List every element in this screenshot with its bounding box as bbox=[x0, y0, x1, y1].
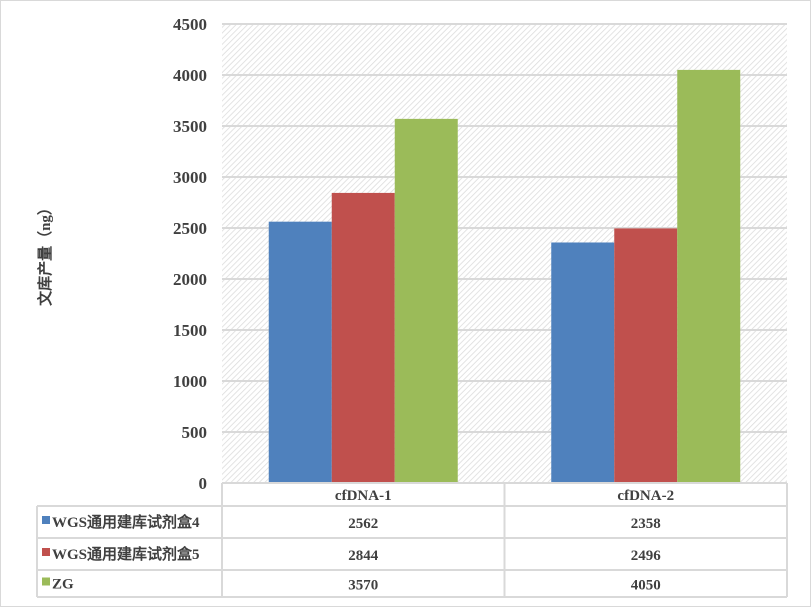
table-value: 2562 bbox=[348, 516, 378, 532]
legend-key bbox=[42, 516, 50, 524]
legend-label: WGS通用建库试剂盒4 bbox=[52, 513, 200, 531]
legend-label: ZG bbox=[52, 577, 74, 593]
y-tick-label: 500 bbox=[182, 423, 208, 442]
category-label: cfDNA-2 bbox=[617, 488, 674, 504]
table-value: 3570 bbox=[348, 578, 378, 594]
y-tick-label: 2000 bbox=[173, 270, 207, 289]
bar-WGS通用建库试剂盒4-cfDNA-1 bbox=[268, 221, 332, 483]
table-value: 2496 bbox=[631, 548, 662, 564]
y-axis-label: 文库产量（ng） bbox=[36, 200, 54, 306]
bar-ZG-cfDNA-1 bbox=[394, 118, 458, 484]
bar-WGS通用建库试剂盒4-cfDNA-2 bbox=[551, 242, 615, 483]
table-value: 4050 bbox=[631, 578, 661, 594]
y-tick-label: 3000 bbox=[173, 168, 207, 187]
bar-WGS通用建库试剂盒5-cfDNA-1 bbox=[331, 192, 395, 484]
y-tick-label: 1500 bbox=[173, 321, 207, 340]
y-tick-label: 1000 bbox=[173, 372, 207, 391]
legend-key bbox=[42, 548, 50, 556]
bar-ZG-cfDNA-2 bbox=[677, 69, 741, 484]
legend-key bbox=[42, 577, 50, 586]
table-value: 2844 bbox=[348, 548, 379, 564]
y-tick-label: 0 bbox=[199, 474, 208, 493]
category-label: cfDNA-1 bbox=[335, 488, 392, 504]
table-value: 2358 bbox=[631, 516, 661, 532]
bar-WGS通用建库试剂盒5-cfDNA-2 bbox=[614, 228, 678, 483]
y-tick-label: 4000 bbox=[173, 66, 207, 85]
y-tick-label: 2500 bbox=[173, 219, 207, 238]
y-tick-label: 4500 bbox=[173, 15, 207, 34]
y-tick-label: 3500 bbox=[173, 117, 207, 136]
legend-label: WGS通用建库试剂盒5 bbox=[52, 545, 200, 563]
